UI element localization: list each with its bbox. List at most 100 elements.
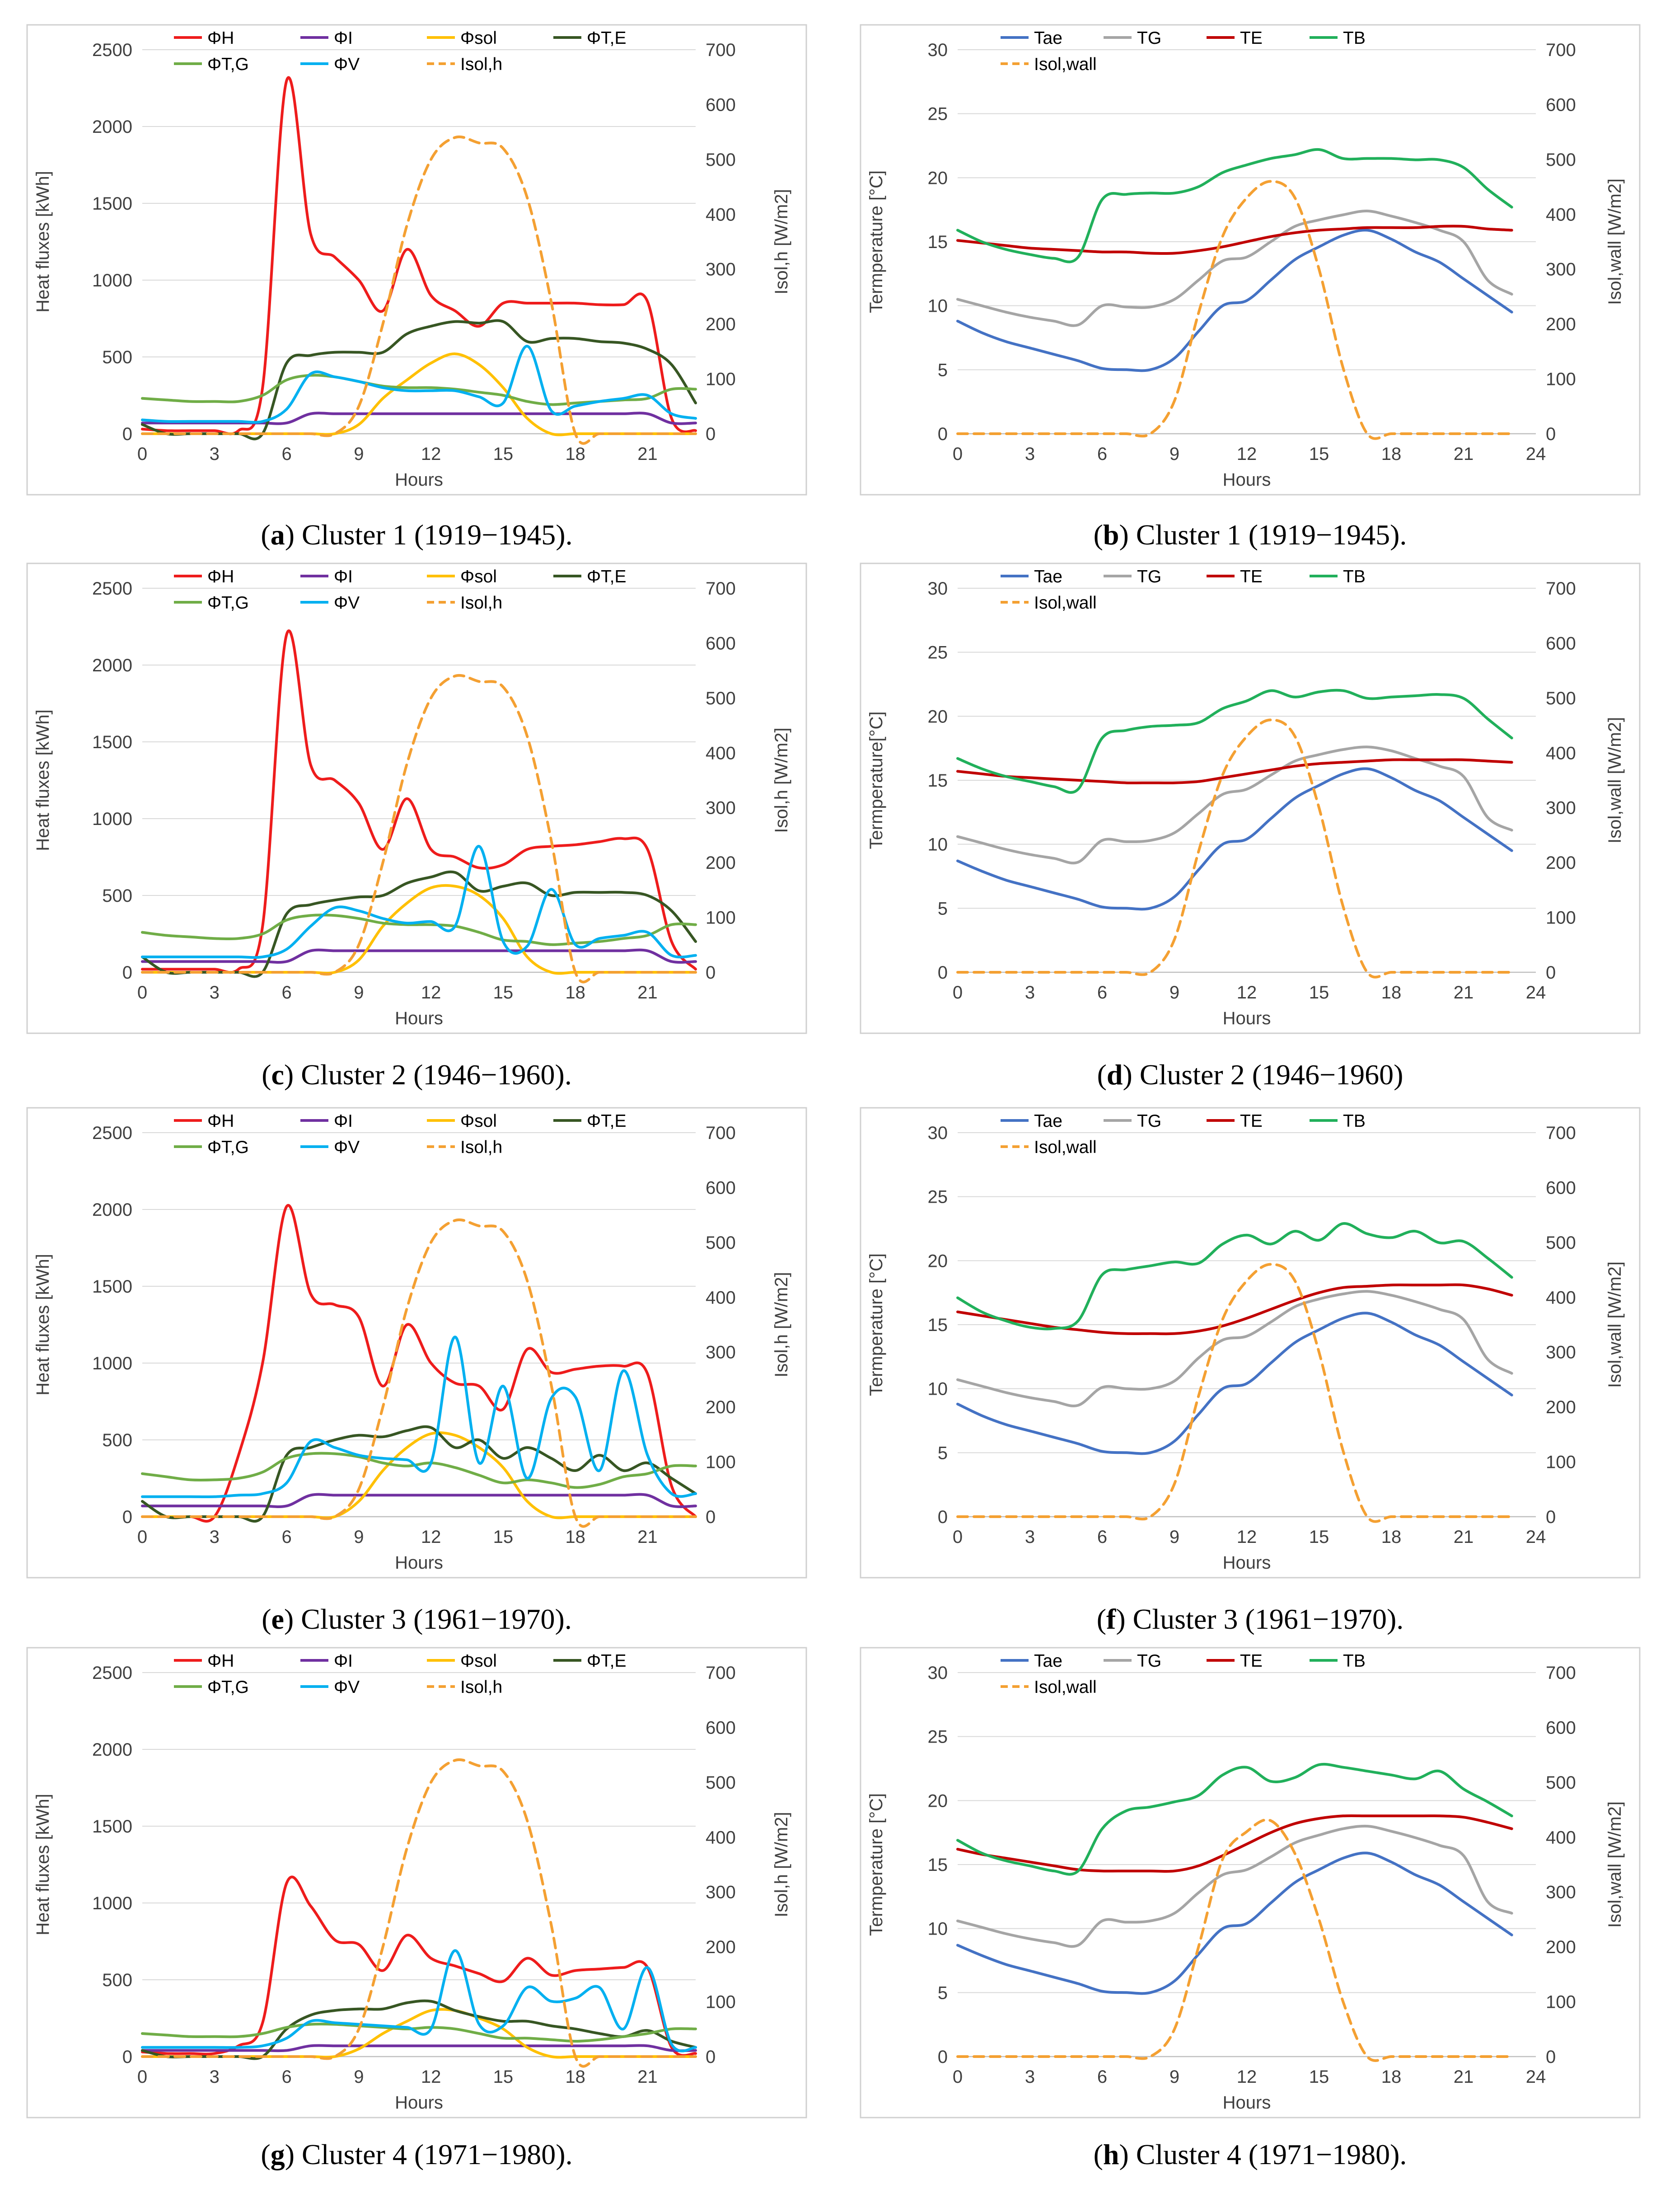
y2-tick-label: 0 <box>706 963 716 983</box>
x-tick-label: 15 <box>1309 983 1329 1003</box>
x-tick-label: 0 <box>953 983 963 1003</box>
y-tick-label: 5 <box>938 360 948 380</box>
x-tick-label: 0 <box>137 444 147 464</box>
caption-paren: ( <box>1097 1059 1107 1091</box>
y-tick-label: 1500 <box>92 194 132 214</box>
series-line-Tae <box>956 1312 1513 1455</box>
x-tick-label: 12 <box>421 983 441 1003</box>
legend-label-TB: TB <box>1343 1111 1366 1131</box>
x-tick-label: 0 <box>137 983 147 1003</box>
caption-paren: ) <box>1123 1059 1132 1091</box>
series-line-PhiH <box>141 76 697 436</box>
panel-a: 0 500 1000 1500 2000 2500 0 100 200 300 400 500 600 7… <box>26 24 807 496</box>
y2-tick-label: 500 <box>706 1233 736 1253</box>
x-tick-label: 12 <box>1237 983 1257 1003</box>
y2-tick-label: 0 <box>1546 424 1556 444</box>
y-tick-label: 0 <box>122 1507 132 1527</box>
legend-label-PhiTE: ΦT,E <box>587 1111 626 1131</box>
x-tick-label: 21 <box>1454 1527 1474 1547</box>
legend-label-PhiV: ΦV <box>334 1678 360 1697</box>
caption-letter: c <box>271 1059 284 1091</box>
x-tick-label: 3 <box>1025 444 1035 464</box>
y2-tick-label: 300 <box>1546 1343 1576 1363</box>
legend-label-PhiI: ΦI <box>334 567 353 586</box>
legend-label-IsolW: Isol,wall <box>1034 1678 1097 1697</box>
series-line-IsolW <box>956 718 1513 979</box>
y-tick-label: 25 <box>928 1727 948 1747</box>
series-line-IsolH <box>141 1218 697 1528</box>
panel-c: 0 500 1000 1500 2000 2500 0 100 200 300 400 500 600 7… <box>26 562 807 1034</box>
y-tick-label: 1500 <box>92 1817 132 1837</box>
x-tick-label: 3 <box>1025 983 1035 1003</box>
y-tick-label: 500 <box>102 1970 132 1990</box>
legend-label-TG: TG <box>1137 1111 1161 1131</box>
caption-paren: ) <box>1119 2138 1129 2170</box>
caption-f: (f) Cluster 3 (1961−1970). <box>1097 1603 1404 1635</box>
legend-label-PhiH: ΦH <box>207 1651 234 1671</box>
x-tick-label: 9 <box>1169 983 1179 1003</box>
x-tick-label: 21 <box>637 2067 658 2087</box>
y-tick-label: 30 <box>928 1663 948 1683</box>
caption-letter: h <box>1103 2138 1119 2170</box>
x-tick-label: 9 <box>1169 444 1179 464</box>
y-tick-label: 0 <box>122 424 132 444</box>
y-tick-label: 25 <box>928 643 948 663</box>
legend-label-PhiV: ΦV <box>334 55 360 74</box>
x-tick-label: 12 <box>1237 2067 1257 2087</box>
legend-label-PhiTE: ΦT,E <box>587 28 626 48</box>
y2-tick-label: 400 <box>1546 1828 1576 1847</box>
y-tick-label: 5 <box>938 899 948 919</box>
x-tick-label: 9 <box>354 1527 364 1547</box>
y-tick-label: 5 <box>938 1983 948 2003</box>
y2-axis-label: Isol,wall [W/m2] <box>1605 1261 1625 1388</box>
series-line-PhiI <box>141 948 697 964</box>
y2-tick-label: 300 <box>706 260 736 280</box>
x-tick-label: 0 <box>137 1527 147 1547</box>
y-tick-label: 10 <box>928 1379 948 1399</box>
y2-tick-label: 200 <box>706 314 736 334</box>
legend-label-IsolW: Isol,wall <box>1034 593 1097 613</box>
series-line-Tae <box>956 767 1513 911</box>
legend-label-PhiH: ΦH <box>207 1111 234 1131</box>
x-tick-label: 3 <box>210 1527 220 1547</box>
x-tick-label: 12 <box>421 1527 441 1547</box>
series-line-IsolH <box>141 135 697 445</box>
y2-tick-label: 0 <box>1546 963 1556 983</box>
caption-g: (g) Cluster 4 (1971−1980). <box>261 2138 572 2170</box>
y2-tick-label: 700 <box>706 579 736 599</box>
panel-frame <box>860 1107 1641 1579</box>
legend-label-PhiV: ΦV <box>334 1138 360 1157</box>
y2-tick-label: 700 <box>706 1663 736 1683</box>
y2-tick-label: 200 <box>706 1397 736 1417</box>
y-tick-label: 2000 <box>92 1740 132 1760</box>
x-tick-label: 9 <box>354 2067 364 2087</box>
y2-tick-label: 400 <box>1546 743 1576 763</box>
y-tick-label: 20 <box>928 1251 948 1271</box>
y2-tick-label: 0 <box>1546 2047 1556 2067</box>
x-tick-label: 12 <box>421 444 441 464</box>
y2-tick-label: 200 <box>1546 1397 1576 1417</box>
caption-text: Cluster 1 (1919−1945). <box>1129 519 1407 551</box>
legend-label-IsolH: Isol,h <box>460 593 502 613</box>
legend-label-IsolH: Isol,h <box>460 55 502 74</box>
caption-c: (c) Cluster 2 (1946−1960). <box>262 1059 572 1091</box>
y2-axis-label: Isol,h [W/m2] <box>772 1812 791 1917</box>
y2-axis-label: Isol,h [W/m2] <box>772 1272 791 1377</box>
series-line-TG <box>956 1824 1513 1948</box>
x-tick-label: 21 <box>637 444 658 464</box>
series-line-PhiI <box>141 412 697 425</box>
y2-tick-label: 400 <box>706 1288 736 1308</box>
y2-tick-label: 100 <box>706 1992 736 2012</box>
x-tick-label: 6 <box>1097 1527 1107 1547</box>
y2-tick-label: 300 <box>1546 260 1576 280</box>
x-tick-label: 18 <box>1381 1527 1402 1547</box>
panel-frame <box>860 24 1641 496</box>
x-tick-label: 6 <box>1097 983 1107 1003</box>
x-tick-label: 3 <box>210 983 220 1003</box>
series-line-IsolW <box>956 1263 1513 1523</box>
y2-tick-label: 400 <box>1546 205 1576 225</box>
series-line-IsolH <box>141 674 697 984</box>
legend-label-TG: TG <box>1137 1651 1161 1671</box>
x-tick-label: 3 <box>1025 1527 1035 1547</box>
caption-text: Cluster 1 (1919−1945). <box>295 519 573 551</box>
